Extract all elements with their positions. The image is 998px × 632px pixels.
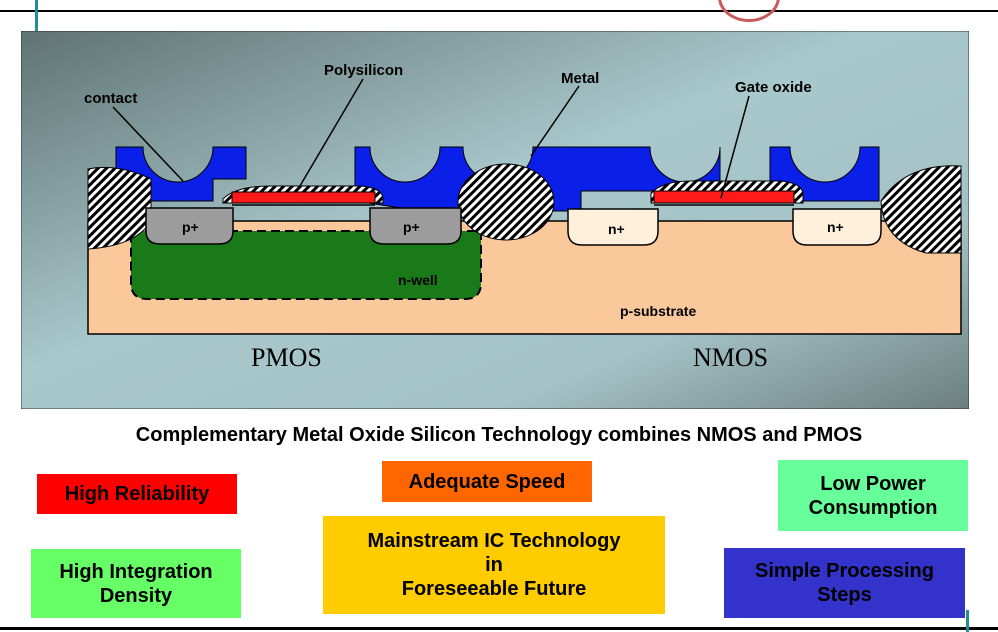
- label-n-well: n-well: [398, 272, 438, 288]
- n-plus-left-region: [567, 208, 659, 246]
- left-accent-bar: [35, 0, 38, 34]
- label-nmos: NMOS: [693, 343, 768, 372]
- n-plus-right-region: [792, 208, 882, 246]
- cmos-cross-section-diagram: Polysilicon Metal contact Gate oxide p+ …: [21, 31, 969, 409]
- top-rule: [0, 10, 998, 12]
- right-accent-bar: [966, 610, 969, 632]
- label-n-plus-right: n+: [827, 219, 844, 235]
- feature-adequate-speed-text: Adequate Speed: [408, 470, 566, 493]
- feature-high-integration-text: High Integration Density: [59, 560, 213, 607]
- label-pointer-lines: [112, 78, 750, 199]
- label-pmos: PMOS: [251, 343, 322, 372]
- feature-mainstream-text: Mainstream IC Technology in Foreseeable …: [367, 530, 621, 600]
- label-p-plus-left: p+: [182, 219, 199, 235]
- label-gate-oxide: Gate oxide: [735, 79, 812, 96]
- label-n-plus-left: n+: [608, 221, 625, 237]
- feature-high-integration: High Integration Density: [31, 549, 241, 618]
- feature-mainstream: Mainstream IC Technology in Foreseeable …: [323, 516, 665, 614]
- decorative-circle: [718, 0, 780, 22]
- label-p-plus-right: p+: [403, 219, 420, 235]
- caption-text: Complementary Metal Oxide Silicon Techno…: [135, 424, 863, 446]
- feature-simple-processing-text: Simple Processing Steps: [755, 560, 934, 606]
- feature-adequate-speed: Adequate Speed: [382, 461, 592, 502]
- feature-low-power-text: Low Power Consumption: [808, 472, 938, 519]
- label-contact: contact: [84, 90, 137, 107]
- label-polysilicon: Polysilicon: [324, 62, 403, 79]
- feature-high-reliability-text: High Reliability: [64, 483, 210, 505]
- feature-high-reliability: High Reliability: [37, 474, 237, 514]
- p-plus-right-region: [369, 207, 462, 245]
- p-plus-left-region: [145, 207, 234, 245]
- feature-low-power: Low Power Consumption: [778, 460, 968, 531]
- pmos-polysilicon-gate: [231, 191, 376, 204]
- label-metal: Metal: [561, 70, 599, 87]
- nmos-polysilicon-gate: [653, 190, 795, 204]
- bottom-rule: [0, 627, 998, 630]
- n-well-region: [130, 230, 482, 300]
- label-p-substrate: p-substrate: [620, 303, 696, 319]
- feature-simple-processing: Simple Processing Steps: [724, 548, 965, 618]
